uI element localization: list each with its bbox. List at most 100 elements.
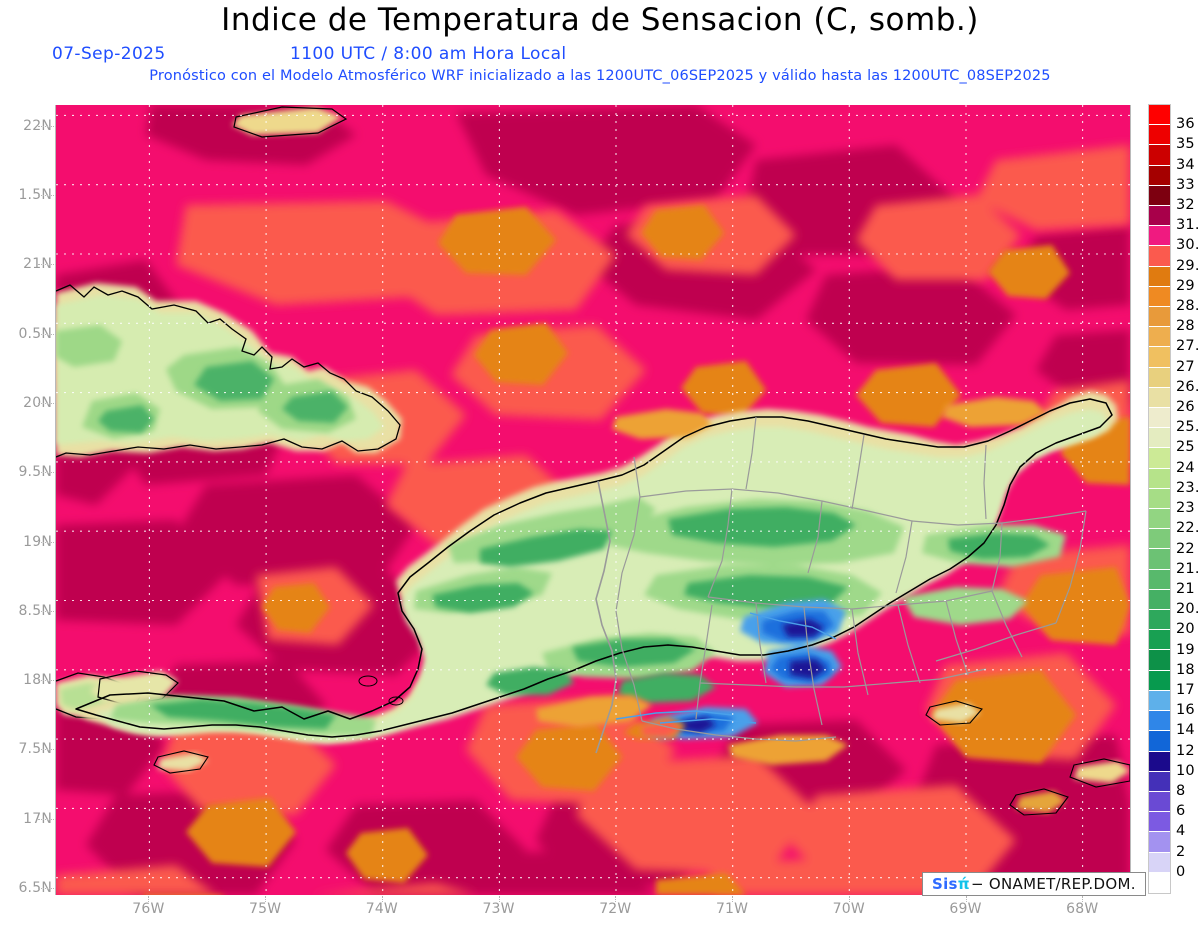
- colorbar-tick-label: 20: [1176, 621, 1195, 638]
- colorbar-cell: [1149, 751, 1170, 772]
- colorbar-cell: [1149, 630, 1170, 651]
- colorbar-cell: [1149, 468, 1170, 489]
- colorbar-cell: [1149, 812, 1170, 833]
- y-axis-tick: [38, 888, 56, 890]
- colorbar-tick-label: 33: [1176, 176, 1195, 193]
- colorbar-tick-label: 29: [1176, 277, 1195, 294]
- y-axis-label: 20N: [23, 394, 52, 411]
- colorbar-tick-label: 32: [1176, 197, 1195, 214]
- y-axis-tick: [38, 333, 56, 335]
- colorbar-tick-label: 12: [1176, 742, 1195, 759]
- colorbar-tick-label: 26.5: [1176, 378, 1200, 395]
- colorbar-cell: [1149, 327, 1170, 348]
- colorbar-cell: [1149, 226, 1170, 247]
- colorbar[interactable]: [1148, 104, 1171, 894]
- colorbar-tick-label: 28.5: [1176, 298, 1200, 315]
- map-canvas: [56, 105, 1130, 895]
- colorbar-tick-label: 28: [1176, 318, 1195, 335]
- y-axis-label: 21N: [23, 256, 52, 273]
- x-axis-label: 75W: [248, 901, 282, 917]
- colorbar-tick-label: 25: [1176, 439, 1195, 456]
- y-axis-label: 8.5N: [18, 602, 52, 619]
- y-axis-label: 22N: [23, 117, 52, 134]
- colorbar-cell: [1149, 246, 1170, 267]
- x-axis-tick: [498, 896, 500, 902]
- colorbar-tick-label: 26: [1176, 399, 1195, 416]
- colorbar-cell: [1149, 488, 1170, 510]
- x-axis-label: 69W: [949, 901, 982, 917]
- colorbar-tick-label: 22.5: [1176, 520, 1200, 537]
- x-axis-label: 71W: [715, 901, 749, 917]
- colorbar-cell: [1149, 387, 1170, 409]
- colorbar-tick-label: 29.7: [1176, 257, 1200, 274]
- colorbar-tick-label: 17: [1176, 681, 1195, 698]
- colorbar-tick-label: 31.5: [1176, 217, 1200, 234]
- page-title: Indice de Temperatura de Sensacion (C, s…: [221, 2, 979, 38]
- colorbar-cell: [1149, 549, 1170, 570]
- hispaniola-landmass: [75, 391, 1118, 774]
- y-axis-label: 7.5N: [18, 741, 52, 758]
- y-axis-tick: [38, 749, 56, 751]
- colorbar-cell: [1149, 610, 1170, 631]
- colorbar-tick-label: 21: [1176, 580, 1195, 597]
- colorbar-tick-label: 20.5: [1176, 601, 1200, 618]
- x-axis-label: 76W: [132, 901, 165, 917]
- subtitle-row: 07-Sep-2025 1100 UTC / 8:00 am Hora Loca…: [0, 44, 1200, 66]
- colorbar-cell: [1149, 711, 1170, 732]
- x-axis-tick: [965, 896, 967, 902]
- x-axis-label: 70W: [832, 901, 865, 917]
- colorbar-cell: [1149, 448, 1170, 469]
- ile-a-vache: [153, 750, 209, 774]
- y-axis-tick: [38, 472, 56, 474]
- x-axis-label: 74W: [365, 901, 398, 917]
- colorbar-cell: [1149, 286, 1170, 308]
- y-axis-label: 17N: [23, 810, 52, 827]
- colorbar-cell: [1149, 428, 1170, 449]
- colorbar-tick-label: 2: [1176, 843, 1186, 860]
- x-axis-tick: [1082, 896, 1084, 902]
- y-axis-label: 1.5N: [18, 187, 52, 204]
- colorbar-tick-label: 35: [1176, 136, 1195, 153]
- colorbar-cell: [1149, 185, 1170, 207]
- y-axis-label: 19N: [23, 533, 52, 550]
- cuba-landmass: [56, 283, 402, 458]
- map-plot-area[interactable]: [55, 105, 1131, 895]
- colorbar-tick-label: 25.5: [1176, 419, 1200, 436]
- colorbar-tick-label: 21.5: [1176, 560, 1200, 577]
- colorbar-tick-label: 14: [1176, 722, 1195, 739]
- y-axis-tick: [38, 680, 56, 682]
- colorbar-cell: [1149, 690, 1170, 712]
- colorbar-tick-label: 23.5: [1176, 479, 1200, 496]
- tortuga-island: [232, 106, 348, 138]
- colorbar-cell: [1149, 105, 1170, 126]
- x-axis-tick: [381, 896, 383, 902]
- colorbar-cell: [1149, 771, 1170, 792]
- colorbar-tick-label: 8: [1176, 782, 1186, 799]
- y-axis-label: 0.5N: [18, 325, 52, 342]
- colorbar-cell: [1149, 367, 1170, 388]
- colorbar-tick-label: 24: [1176, 459, 1195, 476]
- colorbar-tick-label: 16: [1176, 702, 1195, 719]
- agency-label: − ONAMET/REP.DOM.: [970, 875, 1136, 893]
- colorbar-cell: [1149, 509, 1170, 530]
- y-axis-label: 9.5N: [18, 464, 52, 481]
- x-axis-label: 72W: [599, 901, 632, 917]
- x-axis-tick: [848, 896, 850, 902]
- colorbar-cell: [1149, 832, 1170, 853]
- y-axis-tick: [38, 541, 56, 543]
- colorbar-cell: [1149, 852, 1170, 873]
- y-axis-tick: [38, 195, 56, 197]
- colorbar-tick-label: 27: [1176, 358, 1195, 375]
- minor-islands: [925, 700, 1130, 816]
- colorbar-cell: [1149, 206, 1170, 227]
- x-axis-label: 68W: [1066, 901, 1099, 917]
- x-axis-label: 73W: [482, 901, 515, 917]
- y-axis-tick: [38, 402, 56, 404]
- y-axis-tick: [38, 610, 56, 612]
- colorbar-tick-label: 10: [1176, 762, 1195, 779]
- colorbar-cell: [1149, 347, 1170, 368]
- colorbar-tick-label: 30.7: [1176, 237, 1200, 254]
- colorbar-cell: [1149, 307, 1170, 328]
- y-axis-tick: [38, 125, 56, 127]
- colorbar-cell: [1149, 408, 1170, 429]
